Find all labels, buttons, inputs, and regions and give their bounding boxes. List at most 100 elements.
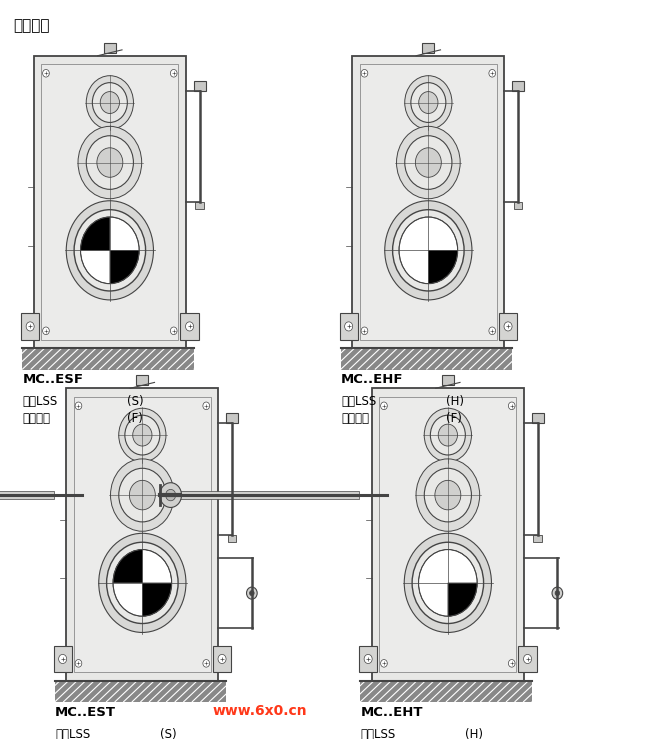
Bar <box>136 375 148 385</box>
Circle shape <box>86 75 133 129</box>
Circle shape <box>399 217 458 284</box>
Circle shape <box>113 550 172 616</box>
Wedge shape <box>81 217 110 251</box>
Circle shape <box>489 69 495 77</box>
Circle shape <box>424 408 471 462</box>
Circle shape <box>75 402 82 409</box>
Bar <box>512 81 524 91</box>
Circle shape <box>246 587 257 599</box>
Circle shape <box>129 480 155 510</box>
Bar <box>0 491 54 499</box>
Circle shape <box>381 402 387 409</box>
Circle shape <box>203 402 209 409</box>
Bar <box>21 313 39 340</box>
Circle shape <box>185 322 194 331</box>
Circle shape <box>385 201 472 300</box>
Circle shape <box>86 136 133 189</box>
Circle shape <box>58 655 67 664</box>
Text: 空心LSS: 空心LSS <box>341 395 376 409</box>
Circle shape <box>405 75 452 129</box>
Text: (S): (S) <box>127 395 144 409</box>
Text: 实心LSS: 实心LSS <box>23 395 58 409</box>
Wedge shape <box>428 251 458 284</box>
Bar <box>352 55 504 348</box>
Circle shape <box>381 659 387 667</box>
Circle shape <box>250 590 254 596</box>
Circle shape <box>74 210 146 291</box>
Bar <box>422 43 434 52</box>
Circle shape <box>166 489 176 501</box>
Circle shape <box>119 469 166 522</box>
Text: 底脚安装: 底脚安装 <box>341 412 369 425</box>
Bar <box>175 491 359 499</box>
Text: MC..EST: MC..EST <box>55 706 116 719</box>
Circle shape <box>99 534 186 633</box>
Text: (F): (F) <box>446 412 462 425</box>
Wedge shape <box>448 583 477 616</box>
Circle shape <box>344 322 353 331</box>
Text: www.6x0.cn: www.6x0.cn <box>213 704 307 718</box>
Circle shape <box>555 590 560 596</box>
Text: (H): (H) <box>446 395 464 409</box>
Circle shape <box>218 655 226 664</box>
Wedge shape <box>110 251 139 284</box>
Text: 空心LSS: 空心LSS <box>361 728 396 739</box>
Circle shape <box>111 459 174 531</box>
Circle shape <box>504 322 512 331</box>
Text: 实心LSS: 实心LSS <box>55 728 90 739</box>
Bar <box>104 43 116 52</box>
Circle shape <box>438 424 458 446</box>
Circle shape <box>404 534 491 633</box>
Circle shape <box>203 659 209 667</box>
Circle shape <box>26 322 34 331</box>
Circle shape <box>361 327 368 335</box>
Bar <box>339 313 358 340</box>
Bar <box>213 646 231 672</box>
Circle shape <box>411 83 446 123</box>
Circle shape <box>415 148 441 177</box>
Bar <box>372 388 524 681</box>
Circle shape <box>405 136 452 189</box>
Circle shape <box>416 459 480 531</box>
Circle shape <box>66 201 153 300</box>
Text: 竖直安装: 竖直安装 <box>13 18 49 33</box>
Circle shape <box>100 92 120 114</box>
Circle shape <box>170 69 177 77</box>
Circle shape <box>364 655 372 664</box>
Circle shape <box>81 217 139 284</box>
Circle shape <box>508 402 515 409</box>
Circle shape <box>125 415 160 455</box>
Bar <box>519 646 537 672</box>
Bar <box>360 64 497 340</box>
Circle shape <box>133 424 152 446</box>
Circle shape <box>430 415 465 455</box>
Circle shape <box>393 210 464 291</box>
Text: 底脚安装: 底脚安装 <box>23 412 51 425</box>
Circle shape <box>419 550 477 616</box>
Bar <box>42 64 178 340</box>
Bar <box>380 397 516 672</box>
Circle shape <box>396 126 460 199</box>
Bar <box>194 81 205 91</box>
Bar <box>66 388 218 681</box>
Circle shape <box>160 483 181 508</box>
Circle shape <box>412 542 484 624</box>
Bar <box>228 534 237 542</box>
Wedge shape <box>142 583 172 616</box>
Bar <box>360 681 532 702</box>
Circle shape <box>92 83 127 123</box>
Text: (S): (S) <box>160 728 177 739</box>
Bar <box>53 646 72 672</box>
Circle shape <box>552 587 563 599</box>
Bar <box>55 681 226 702</box>
Circle shape <box>435 480 461 510</box>
Bar <box>514 202 523 209</box>
Bar <box>196 202 204 209</box>
Circle shape <box>489 327 495 335</box>
Circle shape <box>107 542 178 624</box>
Circle shape <box>43 327 49 335</box>
Wedge shape <box>113 550 142 583</box>
Circle shape <box>523 655 532 664</box>
Circle shape <box>508 659 515 667</box>
Bar <box>181 313 199 340</box>
